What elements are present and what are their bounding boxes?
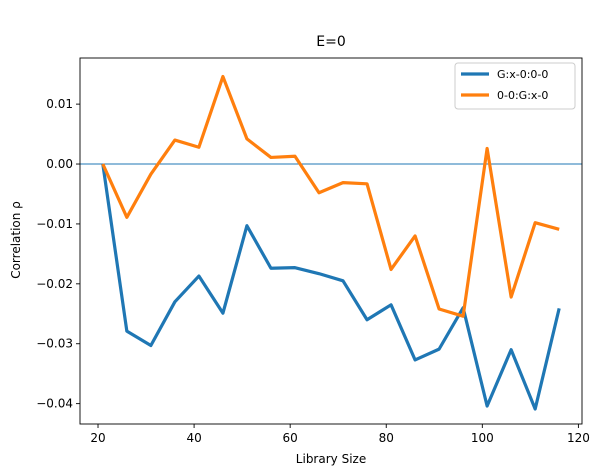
x-tick-label: 100 [471, 431, 494, 445]
legend-label-1: G:x-0:0-0 [497, 68, 548, 81]
axes-frame [79, 57, 583, 425]
x-tick-label: 80 [379, 431, 394, 445]
legend-label-2: 0-0:G:x-0 [497, 89, 548, 102]
series-line-2 [101, 74, 560, 318]
x-tick-label: 20 [90, 431, 105, 445]
plot-area: 20 40 60 80 100 120 0.01 0.00 −0.01 −0.02 −0.03 −0.… [36, 57, 590, 445]
y-tick-label: 0.00 [46, 157, 73, 171]
series-line-1 [101, 163, 561, 411]
y-axis-label: Correlation ρ [9, 201, 23, 279]
y-tick-label: −0.03 [36, 337, 73, 351]
x-axis-label: Library Size [296, 452, 366, 466]
x-tick-label: 120 [567, 431, 590, 445]
legend: G:x-0:0-0 0-0:G:x-0 [454, 62, 576, 110]
y-tick-label: 0.01 [46, 97, 73, 111]
y-tick-label: −0.01 [36, 217, 73, 231]
x-tick-label: 40 [186, 431, 201, 445]
y-tick-label: −0.02 [36, 277, 73, 291]
chart-title: E=0 [316, 34, 345, 50]
x-tick-label: 60 [283, 431, 298, 445]
y-tick-label: −0.04 [36, 397, 73, 411]
